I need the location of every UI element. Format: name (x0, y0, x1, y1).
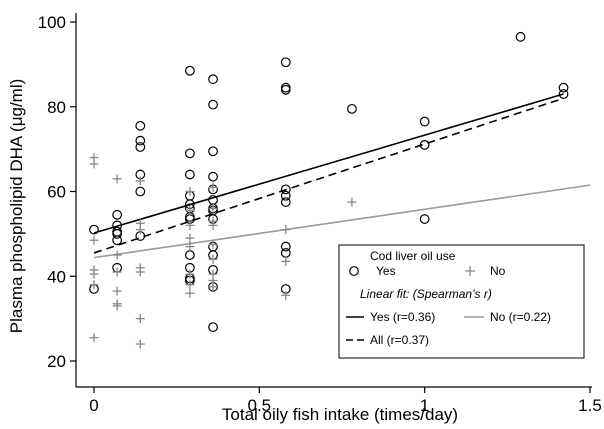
yes-point (208, 74, 218, 85)
yes-point (184, 65, 195, 76)
yes-point (208, 171, 218, 182)
no-point (89, 235, 99, 245)
yes-point (280, 57, 291, 68)
legend: Cod liver oil use Yes No Linear fit: (Sp… (338, 244, 585, 359)
yes-point (419, 116, 430, 127)
yes-point (280, 241, 291, 252)
no-point (112, 174, 122, 184)
fit-lines (93, 93, 591, 259)
no-point (281, 290, 291, 300)
no-point (112, 250, 122, 260)
legend-title: Cod liver oil use (370, 249, 456, 263)
x-tick-label: 1.5 (578, 396, 602, 415)
legend-fit-yes-label: Yes (r=0.36) (370, 310, 435, 324)
no-point (185, 269, 195, 279)
yes-point (515, 31, 526, 42)
yes-point (558, 82, 569, 93)
no-point (185, 233, 195, 243)
no-point (112, 301, 122, 311)
no-point (135, 176, 145, 186)
no-point (281, 225, 291, 235)
yes-point (112, 209, 123, 220)
legend-yes-marker (349, 266, 359, 276)
no-point (185, 242, 195, 252)
yes-point (280, 197, 291, 207)
x-tick-label: 0 (89, 396, 98, 415)
yes-point (280, 184, 291, 195)
no-point (89, 333, 99, 343)
no-point (135, 267, 145, 277)
yes-point (208, 322, 218, 333)
no-point (112, 267, 122, 277)
yes-point (184, 169, 195, 180)
no-point (208, 203, 218, 213)
yes-point (135, 142, 146, 152)
legend-fit-title: Linear fit: (Spearman’s r) (360, 287, 492, 301)
yes-point (558, 89, 569, 99)
x-tick-label: 0.5 (248, 396, 272, 415)
yes-point (280, 84, 291, 95)
no-point (208, 282, 218, 292)
no-point (208, 254, 218, 264)
no-point (347, 197, 357, 207)
y-tick-label: 40 (47, 267, 66, 286)
no-point (135, 314, 145, 324)
legend-no-label: No (490, 264, 506, 278)
yes-point (112, 235, 123, 246)
yes-point (208, 146, 218, 157)
yes-point (208, 99, 218, 110)
y-tick-label: 100 (38, 13, 66, 32)
no-point (89, 269, 99, 279)
no-point (135, 225, 145, 235)
yes-point (184, 148, 195, 159)
fit-line (93, 97, 564, 254)
yes-point (135, 135, 146, 146)
legend-box (338, 244, 585, 359)
yes-point (135, 186, 146, 197)
no-point (112, 286, 122, 296)
yes-point (135, 120, 146, 131)
yes-point (280, 190, 291, 201)
no-point (185, 280, 195, 290)
y-tick-label: 60 (47, 183, 66, 202)
no-point (89, 159, 99, 169)
y-tick-label: 20 (47, 352, 66, 371)
yes-point (347, 103, 357, 114)
no-point (89, 280, 99, 290)
legend-fit-no-label: No (r=0.22) (490, 310, 551, 324)
y-tick-label: 80 (47, 98, 66, 117)
x-tick-label: 1 (420, 396, 429, 415)
yes-point (419, 139, 430, 150)
yes-point (89, 224, 99, 235)
no-point (185, 220, 195, 230)
no-point (208, 220, 218, 230)
no-point (185, 187, 195, 196)
fit-line (93, 184, 591, 259)
yes-point (419, 214, 430, 224)
yes-point (112, 228, 123, 239)
no-point (208, 239, 218, 249)
no-point (135, 339, 145, 349)
data-points (89, 31, 569, 349)
no-point (281, 256, 291, 266)
legend-no-marker (465, 266, 475, 276)
y-axis-title: Plasma phospholipid DHA (μg/ml) (7, 79, 26, 334)
no-point (185, 288, 195, 298)
no-point (208, 182, 218, 192)
axes: 20 40 60 80 100 0 0.5 1 1.5 (38, 13, 602, 415)
no-point (185, 206, 195, 216)
legend-fit-all-label: All (r=0.37) (370, 333, 429, 347)
x-axis-title: Total oily fish intake (times/day) (222, 405, 458, 424)
legend-yes-label: Yes (376, 264, 396, 278)
fit-line (93, 93, 564, 234)
